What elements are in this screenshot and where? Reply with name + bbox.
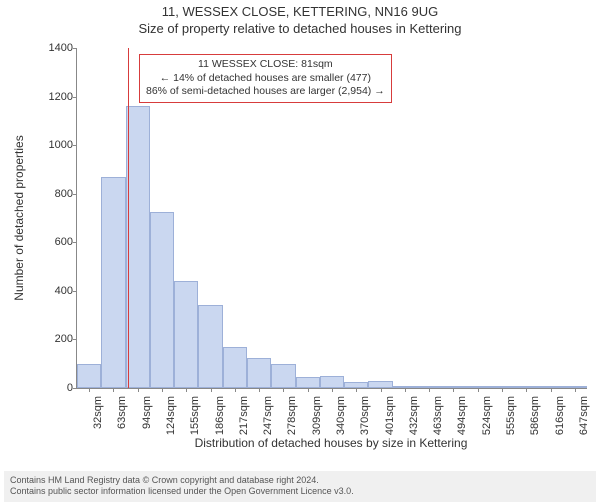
y-tick-mark	[73, 145, 77, 146]
title-line1: 11, WESSEX CLOSE, KETTERING, NN16 9UG	[0, 4, 600, 19]
bar	[198, 305, 222, 388]
x-tick-mark	[162, 388, 163, 392]
x-tick-label: 370sqm	[359, 396, 371, 435]
x-tick-label: 247sqm	[262, 396, 274, 435]
x-tick-mark	[283, 388, 284, 392]
x-tick-mark	[356, 388, 357, 392]
x-tick-mark	[429, 388, 430, 392]
bar	[150, 212, 174, 388]
x-tick-label: 94sqm	[141, 396, 153, 429]
title-line2: Size of property relative to detached ho…	[0, 21, 600, 36]
y-tick-label: 1000	[43, 139, 73, 151]
y-tick-label: 1400	[43, 42, 73, 54]
y-tick-mark	[73, 291, 77, 292]
x-tick-label: 647sqm	[578, 396, 590, 435]
x-tick-mark	[526, 388, 527, 392]
bar	[247, 358, 271, 388]
y-tick-mark	[73, 48, 77, 49]
y-tick-label: 800	[43, 188, 73, 200]
x-tick-label: 524sqm	[481, 396, 493, 435]
y-tick-mark	[73, 242, 77, 243]
y-tick-label: 400	[43, 285, 73, 297]
x-tick-label: 555sqm	[505, 396, 517, 435]
x-tick-mark	[259, 388, 260, 392]
x-tick-label: 340sqm	[335, 396, 347, 435]
annotation-box: 11 WESSEX CLOSE: 81sqm← 14% of detached …	[139, 54, 392, 103]
x-tick-mark	[575, 388, 576, 392]
annotation-line2: ← 14% of detached houses are smaller (47…	[146, 72, 385, 86]
x-tick-label: 309sqm	[311, 396, 323, 435]
y-tick-mark	[73, 97, 77, 98]
x-axis-label: Distribution of detached houses by size …	[76, 436, 586, 450]
x-tick-mark	[502, 388, 503, 392]
x-tick-label: 401sqm	[384, 396, 396, 435]
bar	[174, 281, 198, 388]
y-tick-label: 600	[43, 236, 73, 248]
x-tick-mark	[235, 388, 236, 392]
x-tick-mark	[478, 388, 479, 392]
x-tick-label: 586sqm	[529, 396, 541, 435]
bar	[223, 347, 247, 388]
x-tick-mark	[551, 388, 552, 392]
y-tick-mark	[73, 339, 77, 340]
x-tick-label: 124sqm	[165, 396, 177, 435]
x-tick-label: 32sqm	[92, 396, 104, 429]
plot-area: 020040060080010001200140011 WESSEX CLOSE…	[76, 48, 587, 389]
x-tick-mark	[211, 388, 212, 392]
bar	[320, 376, 344, 388]
x-tick-mark	[89, 388, 90, 392]
x-tick-label: 63sqm	[116, 396, 128, 429]
x-tick-label: 463sqm	[432, 396, 444, 435]
x-tick-mark	[138, 388, 139, 392]
x-tick-label: 432sqm	[408, 396, 420, 435]
annotation-line3: 86% of semi-detached houses are larger (…	[146, 85, 385, 99]
x-tick-mark	[453, 388, 454, 392]
bar	[77, 364, 101, 388]
x-tick-label: 278sqm	[286, 396, 298, 435]
y-tick-label: 0	[43, 382, 73, 394]
y-tick-label: 1200	[43, 91, 73, 103]
x-tick-mark	[186, 388, 187, 392]
x-tick-label: 186sqm	[214, 396, 226, 435]
x-tick-mark	[405, 388, 406, 392]
x-tick-mark	[332, 388, 333, 392]
x-tick-label: 616sqm	[554, 396, 566, 435]
chart: Number of detached properties 0200400600…	[46, 48, 586, 436]
x-tick-mark	[381, 388, 382, 392]
annotation-line1: 11 WESSEX CLOSE: 81sqm	[146, 58, 385, 72]
y-tick-label: 200	[43, 333, 73, 345]
marker-line	[128, 48, 129, 388]
x-tick-label: 155sqm	[189, 396, 201, 435]
bar	[368, 381, 392, 388]
bar	[296, 377, 320, 388]
x-tick-mark	[308, 388, 309, 392]
x-tick-label: 494sqm	[456, 396, 468, 435]
footer-line1: Contains HM Land Registry data © Crown c…	[10, 475, 590, 487]
y-tick-mark	[73, 388, 77, 389]
y-tick-mark	[73, 194, 77, 195]
x-tick-label: 217sqm	[238, 396, 250, 435]
bar	[271, 364, 295, 388]
footer: Contains HM Land Registry data © Crown c…	[4, 471, 596, 502]
x-tick-mark	[113, 388, 114, 392]
footer-line2: Contains public sector information licen…	[10, 486, 590, 498]
bar	[101, 177, 125, 388]
